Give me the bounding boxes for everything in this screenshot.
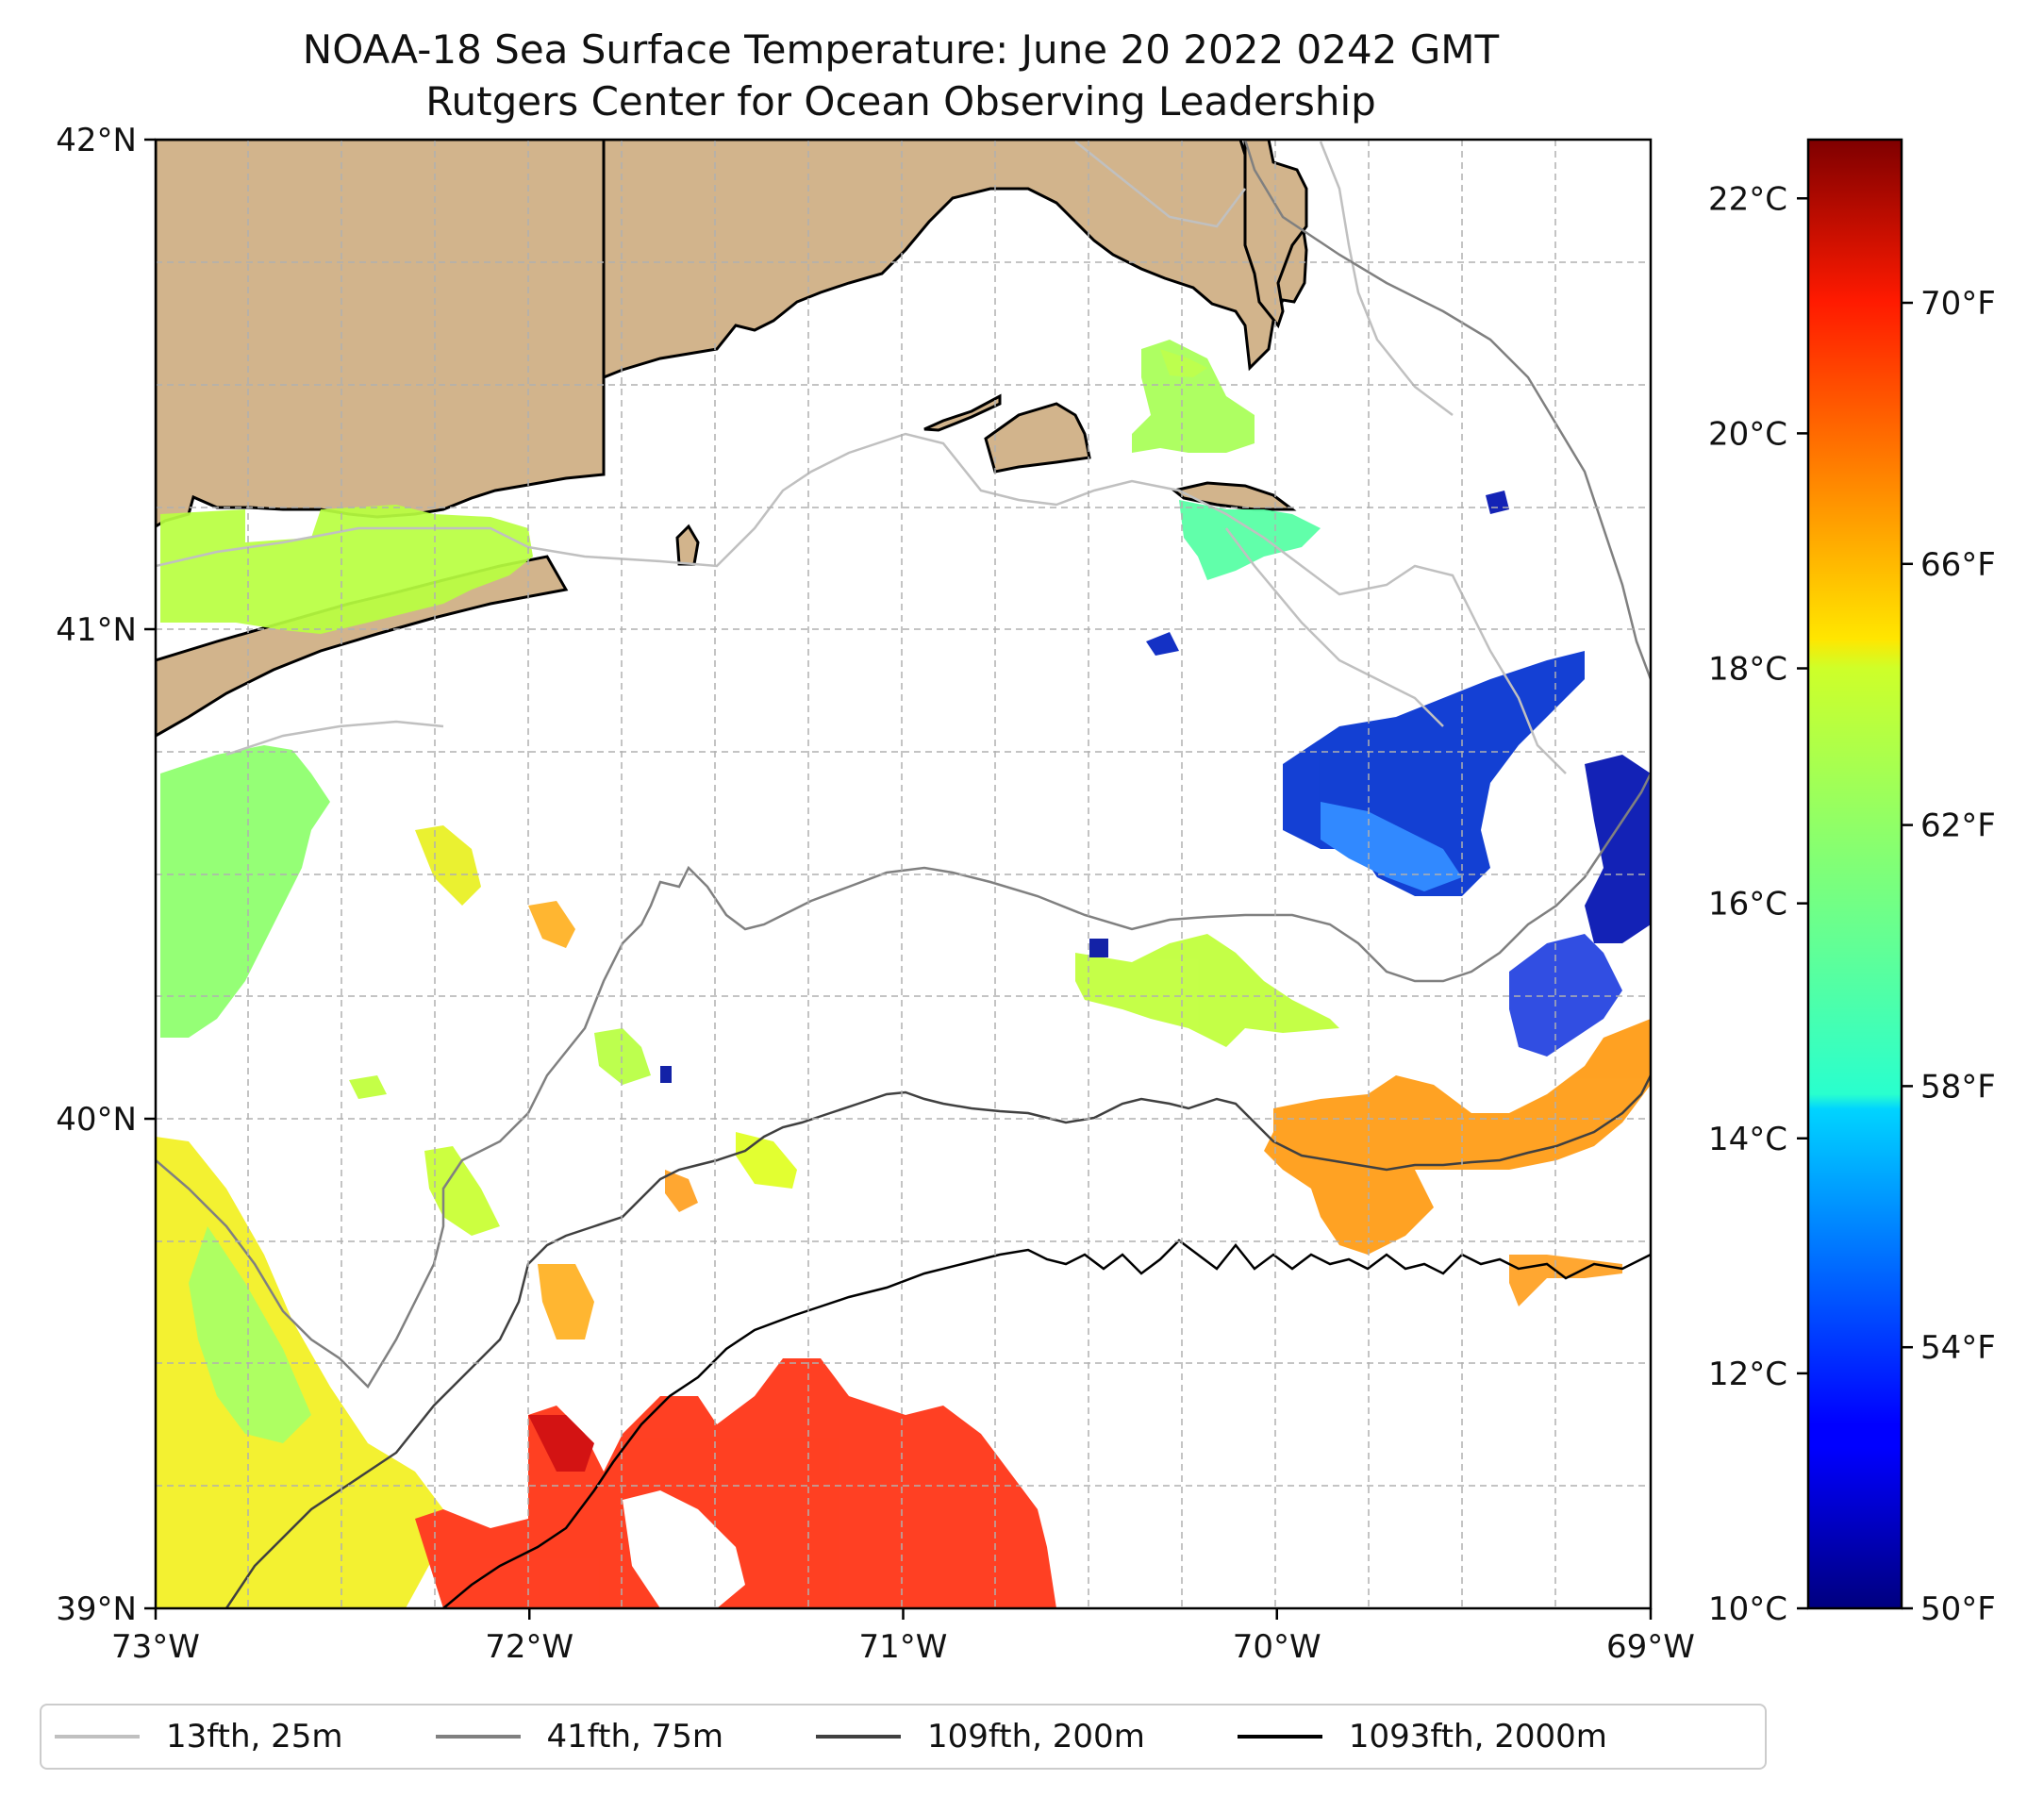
legend-label-2000m: 1093fth, 2000m bbox=[1348, 1718, 1607, 1755]
sst-patch-slope-d bbox=[528, 901, 575, 948]
celsius-tick-label: 14°C bbox=[1708, 1121, 1787, 1158]
legend-item-25m: 13fth, 25m bbox=[42, 1718, 423, 1755]
sst-patch-gulf-warm bbox=[415, 1358, 1056, 1608]
sst-patch-ri-coast bbox=[1132, 340, 1255, 453]
longitude-axis: 73°W 72°W 71°W 70°W 69°W bbox=[111, 1608, 1695, 1666]
lon-tick-label: 72°W bbox=[485, 1628, 573, 1666]
legend-item-75m: 41fth, 75m bbox=[423, 1718, 804, 1755]
martha-vineyard-land bbox=[984, 402, 1091, 474]
sst-patch-cold-small-4 bbox=[660, 1066, 672, 1083]
legend-label-200m: 109fth, 200m bbox=[927, 1718, 1145, 1755]
colorbar-fahrenheit-axis: 70°F 66°F 62°F 58°F 54°F 50°F bbox=[1902, 285, 1996, 1628]
sst-patch-cold-inner bbox=[1321, 802, 1462, 891]
legend-label-75m: 41fth, 75m bbox=[546, 1718, 724, 1755]
sst-patches bbox=[156, 340, 1651, 1608]
isobath-200m bbox=[224, 1074, 1651, 1608]
fahrenheit-tick-label: 50°F bbox=[1920, 1590, 1996, 1628]
celsius-tick-label: 18°C bbox=[1708, 651, 1787, 689]
map-gridlines bbox=[156, 140, 1651, 1608]
legend-swatch-25m bbox=[55, 1735, 140, 1739]
legend-label-25m: 13fth, 25m bbox=[166, 1718, 343, 1755]
map-plot-area bbox=[156, 140, 1651, 1608]
lat-tick-label: 41°N bbox=[56, 611, 137, 649]
latitude-axis: 42°N 41°N 40°N 39°N bbox=[56, 122, 156, 1628]
fahrenheit-tick-label: 70°F bbox=[1920, 285, 1996, 323]
lon-tick-label: 73°W bbox=[111, 1628, 200, 1666]
sst-patch-slope-e bbox=[594, 1028, 651, 1085]
sst-patch-slope-c bbox=[415, 825, 481, 906]
fahrenheit-tick-label: 66°F bbox=[1920, 546, 1996, 584]
rhode-island-massachusetts-land bbox=[602, 140, 1308, 380]
legend-item-2000m: 1093fth, 2000m bbox=[1224, 1718, 1607, 1755]
sst-patch-slope-f bbox=[665, 1170, 698, 1212]
sst-patch-east-blue bbox=[1509, 934, 1622, 1057]
isobath-legend: 13fth, 25m 41fth, 75m 109fth, 200m 1093f… bbox=[40, 1704, 1767, 1770]
legend-swatch-2000m bbox=[1237, 1735, 1322, 1739]
isobath-2000m bbox=[442, 1239, 1651, 1608]
sst-patch-slope-a bbox=[538, 1264, 594, 1339]
lon-tick-label: 69°W bbox=[1606, 1628, 1695, 1666]
sst-patch-warm-east bbox=[1264, 1019, 1651, 1255]
sst-patch-li-sound bbox=[160, 505, 533, 634]
sst-patch-ne-small bbox=[1160, 349, 1207, 377]
sst-patch-gulf-hot bbox=[528, 1415, 594, 1472]
lon-tick-label: 70°W bbox=[1233, 1628, 1321, 1666]
colorbar-celsius-axis: 22°C 20°C 18°C 16°C 14°C 12°C 10°C bbox=[1708, 180, 1808, 1628]
lat-tick-label: 39°N bbox=[56, 1590, 137, 1628]
block-island-land bbox=[675, 524, 700, 566]
sst-patch-south-shore bbox=[160, 745, 330, 1038]
celsius-tick-label: 22°C bbox=[1708, 180, 1787, 218]
sst-patch-nj-green bbox=[189, 1226, 311, 1443]
isobath-lines bbox=[156, 140, 1651, 1608]
lat-tick-label: 42°N bbox=[56, 122, 137, 159]
elizabeth-islands-land bbox=[923, 393, 1002, 432]
sst-patch-nantucket-shoals bbox=[1179, 500, 1321, 580]
celsius-tick-label: 20°C bbox=[1708, 415, 1787, 453]
isobath-25m bbox=[156, 432, 1567, 774]
sst-patch-nj-shelf bbox=[156, 1137, 443, 1608]
sst-patch-cold-small-1 bbox=[1146, 632, 1179, 656]
isobath-75m bbox=[156, 140, 1651, 1389]
celsius-tick-label: 16°C bbox=[1708, 886, 1787, 923]
lon-tick-label: 71°W bbox=[859, 1628, 948, 1666]
sst-patch-slope-east bbox=[1509, 1255, 1622, 1306]
connecticut-land bbox=[156, 140, 606, 528]
legend-swatch-75m bbox=[435, 1735, 521, 1739]
sst-patch-cold-small-3 bbox=[1089, 939, 1108, 957]
legend-swatch-200m bbox=[816, 1735, 902, 1739]
nantucket-land bbox=[1171, 481, 1297, 511]
sst-patch-shelf-mid bbox=[1075, 934, 1339, 1047]
chart-title-line2: Rutgers Center for Ocean Observing Leade… bbox=[425, 78, 1376, 125]
chart-title-line1: NOAA-18 Sea Surface Temperature: June 20… bbox=[302, 26, 1500, 73]
celsius-tick-label: 12°C bbox=[1708, 1356, 1787, 1393]
sst-patch-slope-h bbox=[349, 1075, 387, 1099]
legend-item-200m: 109fth, 200m bbox=[803, 1718, 1224, 1755]
lat-tick-label: 40°N bbox=[56, 1101, 137, 1139]
isobath-25m-b bbox=[225, 141, 1454, 757]
fahrenheit-tick-label: 62°F bbox=[1920, 807, 1996, 845]
colorbar-gradient bbox=[1806, 138, 1903, 1610]
fahrenheit-tick-label: 58°F bbox=[1920, 1068, 1996, 1106]
fahrenheit-tick-label: 54°F bbox=[1920, 1329, 1996, 1367]
celsius-tick-label: 10°C bbox=[1708, 1590, 1787, 1628]
